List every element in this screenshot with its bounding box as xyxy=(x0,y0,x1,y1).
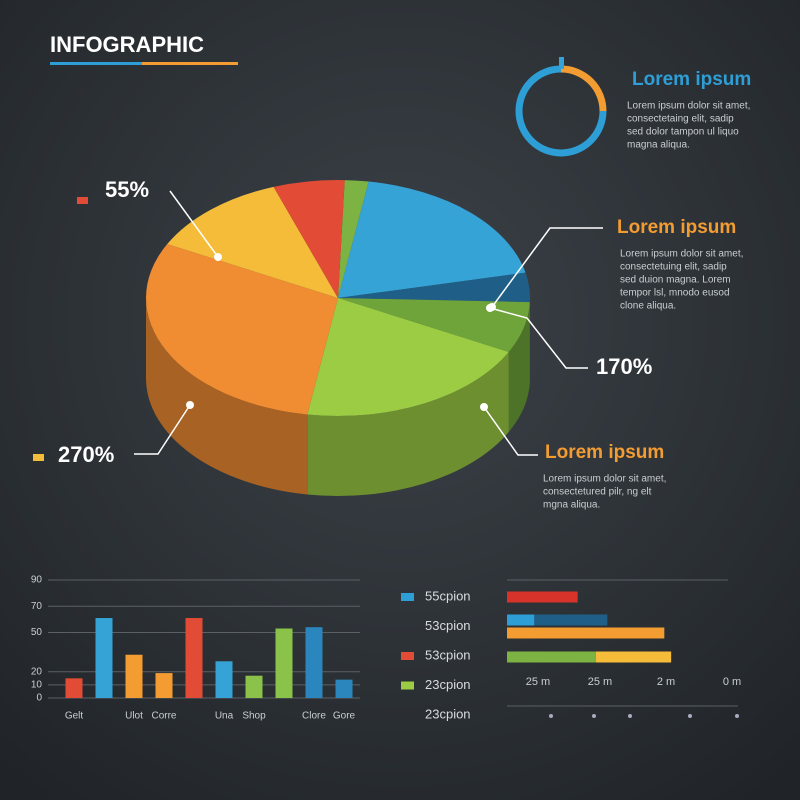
legend-label: 53cpion xyxy=(425,647,471,662)
callout-text: clone aliqua. xyxy=(620,301,676,312)
callout-text: sed duion magna. Lorem xyxy=(620,275,731,286)
leader-line xyxy=(489,307,588,369)
pie-slice xyxy=(273,180,345,298)
callout-text: sed dolor tampon ul liquo xyxy=(627,127,739,138)
donut-tick xyxy=(559,57,564,69)
y-tick-label: 10 xyxy=(31,680,43,691)
callout-title: Lorem ipsum xyxy=(617,217,736,238)
callout-text: Lorem ipsum dolor sit amet, xyxy=(620,249,743,260)
callout-text: consectetaing elit, sadip xyxy=(627,114,734,125)
dot xyxy=(688,714,692,718)
callout-text: tempor lsl, mnodo eusod xyxy=(620,288,730,299)
x-tick-label: Shop xyxy=(242,711,266,722)
x-label: 25 m xyxy=(526,676,550,688)
hbar-segment xyxy=(507,651,596,663)
pie-slice xyxy=(145,244,338,415)
leader-dot xyxy=(186,401,194,409)
pie-slice xyxy=(338,181,526,298)
x-tick-label: Ulot xyxy=(125,711,143,722)
x-label: 25 m xyxy=(588,676,612,688)
leader-dot xyxy=(214,253,222,261)
leader-line xyxy=(134,404,191,455)
x-tick-label: Corre xyxy=(151,711,176,722)
bar xyxy=(65,678,83,698)
y-tick-label: 20 xyxy=(31,666,43,677)
y-tick-label: 0 xyxy=(36,693,42,704)
bar xyxy=(245,675,263,698)
legend-marker xyxy=(401,593,414,601)
donut-segment xyxy=(560,65,607,112)
leader-dot xyxy=(488,303,496,311)
pie-slice-side xyxy=(146,298,308,495)
y-tick-label: 90 xyxy=(31,575,43,586)
callout-title: Lorem ipsum xyxy=(632,69,751,90)
callout-text: consectetuing elit, sadip xyxy=(620,262,727,273)
leader-line xyxy=(169,190,219,258)
pie-annotation: 170% xyxy=(596,354,652,379)
callout-text: Lorem ipsum dolor sit amet, xyxy=(543,474,666,485)
dot xyxy=(549,714,553,718)
pie xyxy=(145,180,531,497)
x-tick-label: Gelt xyxy=(65,711,84,722)
bar xyxy=(185,618,203,698)
legend-label: 23cpion xyxy=(425,706,471,721)
hbar-segment xyxy=(595,651,672,663)
legend-marker xyxy=(401,681,414,690)
legend-label: 53cpion xyxy=(425,618,471,633)
bar xyxy=(215,661,233,698)
callout-text: Lorem ipsum dolor sit amet, xyxy=(627,101,750,112)
title-underline xyxy=(142,62,238,65)
pie-slice xyxy=(167,186,338,298)
leader-line xyxy=(491,227,603,308)
pie-annotation: 55% xyxy=(105,177,149,202)
x-tick-label: Gore xyxy=(333,711,356,722)
callout-text: magna aliqua. xyxy=(627,140,690,151)
hbar-segment xyxy=(507,591,578,603)
pie-slice-side xyxy=(508,302,530,432)
pie-slice xyxy=(307,298,509,417)
x-label: 0 m xyxy=(723,676,741,688)
y-tick-label: 70 xyxy=(31,601,43,612)
x-tick-label: Una xyxy=(215,711,234,722)
y-tick-label: 50 xyxy=(31,627,43,638)
bar xyxy=(125,654,143,698)
bar xyxy=(275,628,293,698)
pie-slice xyxy=(338,180,369,298)
callout-title: Lorem ipsum xyxy=(545,442,664,463)
annotation-marker xyxy=(77,197,88,204)
dot xyxy=(592,714,596,718)
pie-slice-side xyxy=(307,351,509,497)
hbar-segment xyxy=(507,614,535,626)
bar xyxy=(335,679,353,698)
dot xyxy=(628,714,632,718)
donut-segment xyxy=(515,65,607,157)
bar xyxy=(95,618,113,698)
title-underline xyxy=(50,62,142,65)
leader-line xyxy=(483,406,538,456)
callout-text: mgna aliqua. xyxy=(543,500,600,511)
legend-label: 23cpion xyxy=(425,677,471,692)
bar xyxy=(305,627,323,698)
callout-text: consectetured pilr, ng elt xyxy=(543,487,652,498)
pie-slice xyxy=(338,298,530,352)
hbar-segment xyxy=(534,614,608,626)
pie-slice xyxy=(338,272,530,303)
x-label: 2 m xyxy=(657,676,675,688)
dot xyxy=(735,714,739,718)
legend-marker xyxy=(401,652,414,660)
pie-annotation: 270% xyxy=(58,442,114,467)
hbar-segment xyxy=(507,627,665,639)
annotation-marker xyxy=(33,454,44,461)
hbar-axis-dots xyxy=(549,714,739,718)
legend-label: 55cpion xyxy=(425,588,471,603)
bar xyxy=(155,673,173,698)
x-tick-label: Clore xyxy=(302,711,326,722)
leader-dot xyxy=(480,403,488,411)
title: INFOGRAPHIC xyxy=(50,32,204,57)
